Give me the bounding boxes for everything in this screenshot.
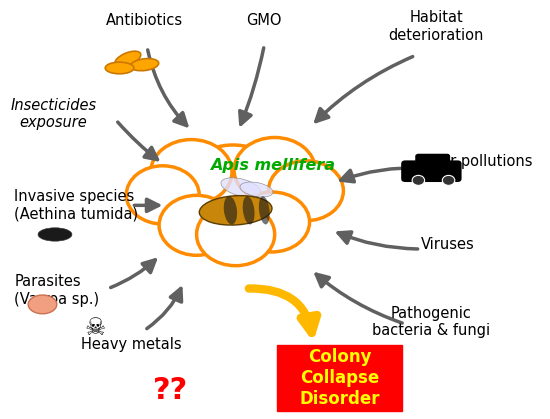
FancyBboxPatch shape [415,154,450,171]
Ellipse shape [28,295,57,314]
Ellipse shape [130,59,159,71]
Ellipse shape [240,182,273,197]
Circle shape [151,140,232,204]
Text: Antibiotics: Antibiotics [106,13,183,28]
Text: ☠: ☠ [85,316,106,340]
Ellipse shape [221,178,261,197]
Circle shape [126,166,199,224]
Circle shape [442,176,455,185]
Text: Invasive species
(Aethina tumida): Invasive species (Aethina tumida) [14,189,139,222]
Text: Colony
Collapse
Disorder: Colony Collapse Disorder [300,348,380,408]
Circle shape [234,137,315,202]
Ellipse shape [199,196,272,225]
FancyBboxPatch shape [401,160,461,182]
Text: Viruses: Viruses [420,238,474,252]
Ellipse shape [243,196,255,225]
Ellipse shape [105,62,134,74]
Circle shape [268,161,343,221]
Circle shape [184,145,283,224]
Text: ??: ?? [153,376,188,405]
FancyBboxPatch shape [277,345,402,411]
Circle shape [196,203,274,266]
Text: Insecticides
exposure: Insecticides exposure [10,98,96,130]
Text: GMO: GMO [246,13,282,28]
Ellipse shape [224,196,237,225]
Text: Apis mellifera: Apis mellifera [210,158,334,173]
Text: Air pollutions: Air pollutions [436,154,532,169]
Ellipse shape [38,228,72,241]
Circle shape [159,195,234,255]
Text: Pathogenic
bacteria & fungi: Pathogenic bacteria & fungi [372,306,490,338]
Ellipse shape [259,196,270,225]
Circle shape [235,192,310,252]
Ellipse shape [115,51,141,67]
Text: Parasites
(Varroa sp.): Parasites (Varroa sp.) [14,274,100,307]
Circle shape [412,176,425,185]
Text: Heavy metals: Heavy metals [81,337,182,352]
Text: Habitat
deterioration: Habitat deterioration [388,10,484,43]
